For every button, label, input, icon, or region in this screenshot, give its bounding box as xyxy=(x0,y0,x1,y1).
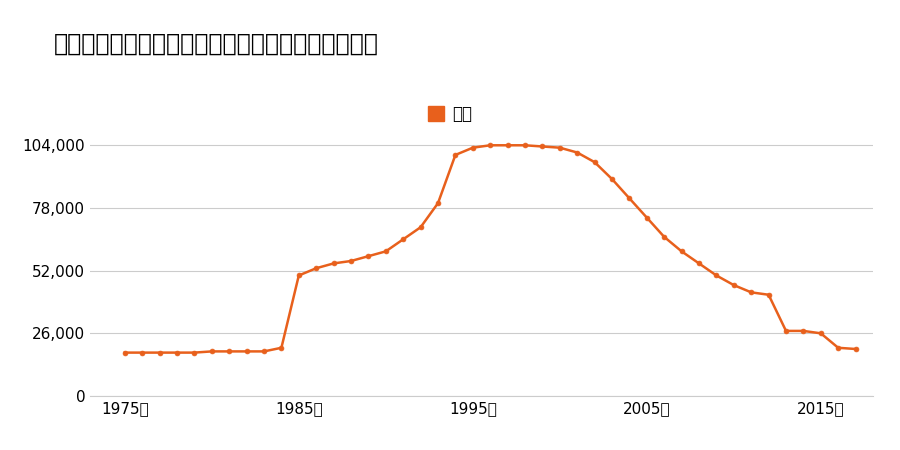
Text: 福井県福井市浅水町壱字西麻生８６番１の地価推移: 福井県福井市浅水町壱字西麻生８６番１の地価推移 xyxy=(54,32,379,55)
Legend: 価格: 価格 xyxy=(421,99,479,130)
